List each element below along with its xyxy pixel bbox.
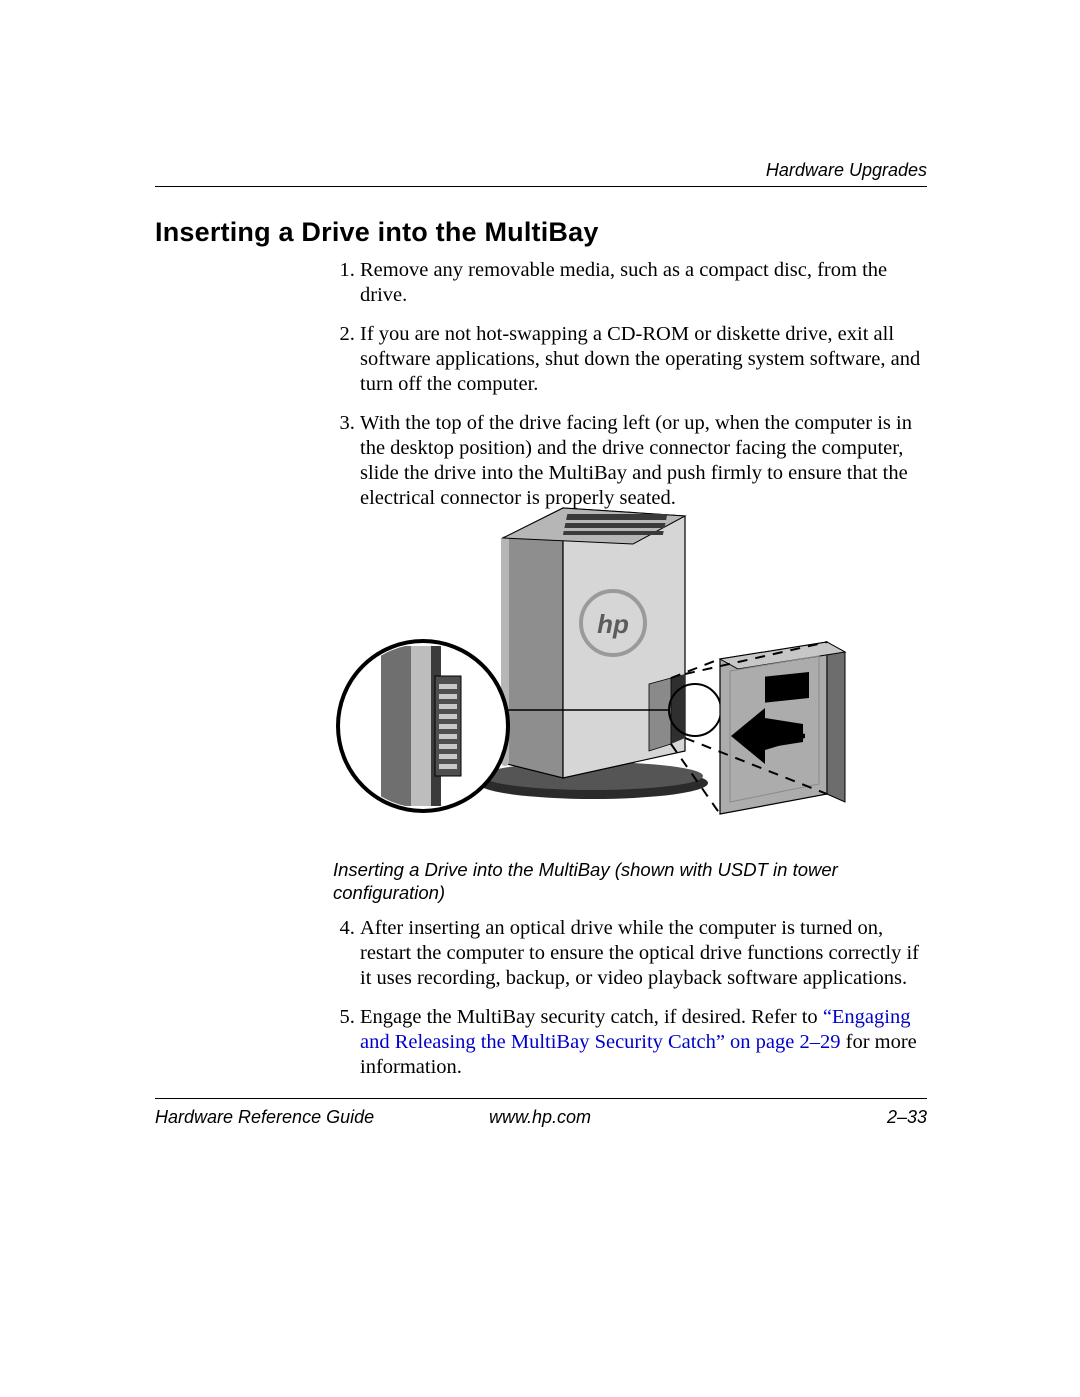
connector-zoom-icon (338, 641, 508, 811)
figure-caption: Inserting a Drive into the MultiBay (sho… (333, 858, 927, 904)
step-1: Remove any removable media, such as a co… (360, 258, 927, 308)
step-4: After inserting an optical drive while t… (360, 916, 927, 991)
running-header: Hardware Upgrades (766, 160, 927, 181)
step-list-second: After inserting an optical drive while t… (333, 916, 927, 1094)
document-page: Hardware Upgrades Inserting a Drive into… (0, 0, 1080, 1397)
multibay-slot-icon (649, 674, 685, 751)
figure-illustration: hp (333, 478, 933, 843)
svg-text:hp: hp (597, 609, 629, 639)
header-rule (155, 186, 927, 187)
vent-grille-icon (563, 514, 667, 535)
step-2: If you are not hot-swapping a CD-ROM or … (360, 322, 927, 397)
step-5-pre: Engage the MultiBay security catch, if d… (360, 1006, 823, 1028)
footer-rule (155, 1098, 927, 1099)
section-heading: Inserting a Drive into the MultiBay (155, 217, 599, 248)
footer-page-number: 2–33 (887, 1107, 927, 1128)
step-5: Engage the MultiBay security catch, if d… (360, 1005, 927, 1080)
